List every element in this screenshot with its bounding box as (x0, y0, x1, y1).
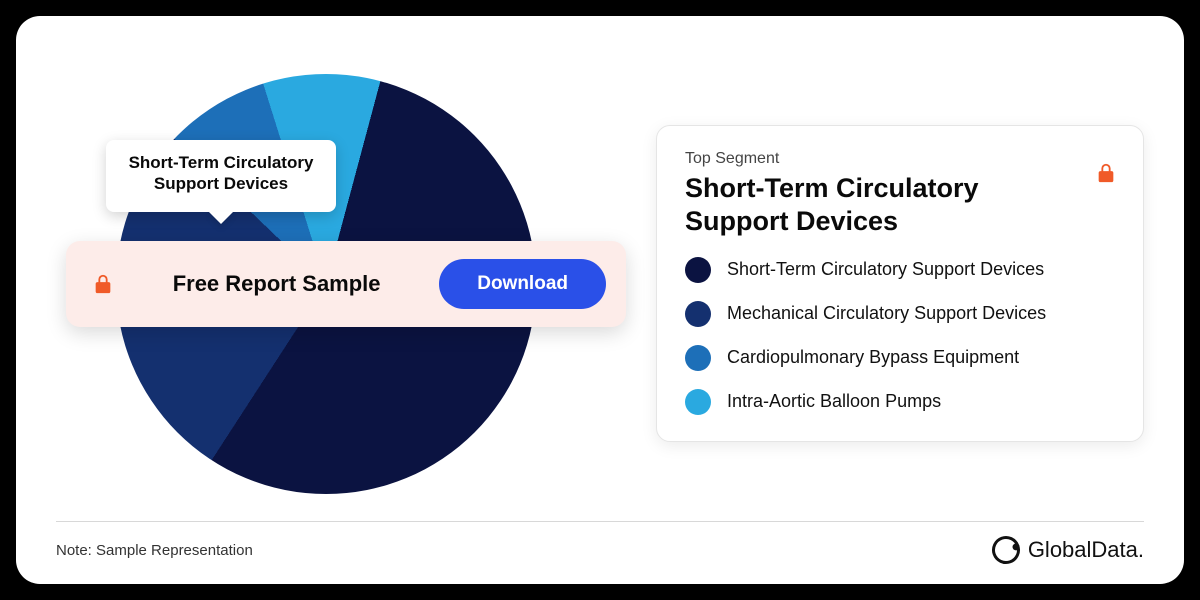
footer-note: Note: Sample Representation (56, 542, 253, 559)
legend-label: Cardiopulmonary Bypass Equipment (727, 347, 1019, 368)
lock-icon (92, 273, 114, 295)
legend-swatch (685, 257, 711, 283)
legend-item: Mechanical Circulatory Support Devices (685, 301, 1115, 327)
sample-bar: Free Report Sample Download (66, 241, 626, 327)
legend-swatch (685, 301, 711, 327)
brand-name: GlobalData. (1028, 537, 1144, 563)
legend-label: Mechanical Circulatory Support Devices (727, 303, 1046, 324)
brand-logo-icon (988, 532, 1024, 568)
legend-item: Intra-Aortic Balloon Pumps (685, 389, 1115, 415)
legend-items: Short-Term Circulatory Support Devices Me… (685, 257, 1115, 415)
download-button[interactable]: Download (439, 259, 606, 309)
legend-label: Short-Term Circulatory Support Devices (727, 259, 1044, 280)
report-card: Short-Term Circulatory Support Devices F… (16, 16, 1184, 584)
legend-eyebrow: Top Segment (685, 150, 1115, 168)
lock-icon (1095, 162, 1117, 184)
legend-swatch (685, 345, 711, 371)
footer: Note: Sample Representation GlobalData. (56, 521, 1144, 564)
legend-item: Cardiopulmonary Bypass Equipment (685, 345, 1115, 371)
legend-card: Top Segment Short-Term Circulatory Suppo… (656, 125, 1144, 442)
legend-swatch (685, 389, 711, 415)
brand: GlobalData. (992, 536, 1144, 564)
legend-item: Short-Term Circulatory Support Devices (685, 257, 1115, 283)
pie-callout-text: Short-Term Circulatory Support Devices (129, 153, 314, 193)
content-row: Short-Term Circulatory Support Devices F… (56, 46, 1144, 521)
sample-bar-text: Free Report Sample (114, 271, 439, 297)
pie-chart-area: Short-Term Circulatory Support Devices F… (56, 64, 596, 504)
legend-label: Intra-Aortic Balloon Pumps (727, 391, 941, 412)
legend-title: Short-Term Circulatory Support Devices (685, 172, 1115, 237)
pie-callout: Short-Term Circulatory Support Devices (106, 140, 336, 213)
